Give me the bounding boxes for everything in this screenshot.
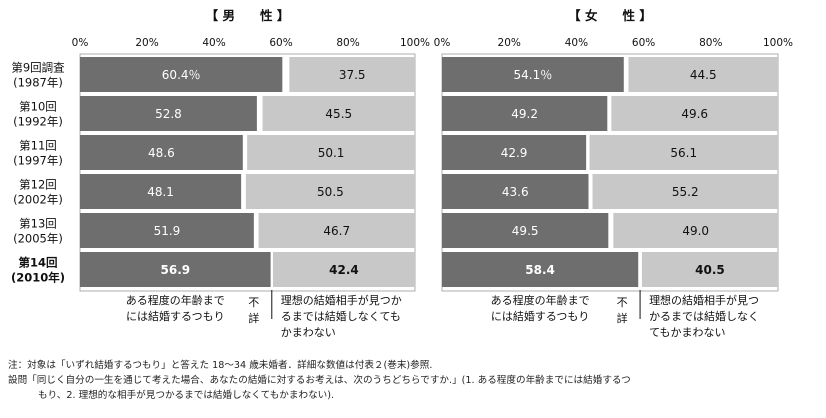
panel-title: 【 女 性 】 [568,8,652,23]
category-label: (2005年) [13,232,63,246]
bar-value-label-first: 42.9 [501,146,528,160]
bar-value-label-first: 52.8 [155,107,182,121]
x-tick-label: 20% [498,37,521,49]
bar-segment-second [641,252,778,287]
x-tick-label: 100% [400,37,430,49]
bar-value-label-first: 49.2 [511,107,538,121]
bar-segment-first [80,252,271,287]
legend-unknown-label: 不 [617,296,628,309]
legend-first-label: ある程度の年齢まで [491,293,590,307]
legend-unknown-label: 詳 [248,311,259,325]
bar-value-label-first: 58.4 [525,263,555,277]
bar-value-label-second: 40.5 [695,263,725,277]
chart-notes: 注：対象は「いずれ結婚するつもり」と答えた 18～34 歳未婚者．詳細な数値は付… [8,358,813,403]
bar-value-label-second: 56.1 [670,146,697,160]
bar-value-label-second: 50.5 [317,185,344,199]
x-tick-label: 40% [565,37,588,49]
bar-segment-second [613,213,778,248]
note-text: 注：対象は「いずれ結婚するつもり」と答えた 18～34 歳未婚者．詳細な数値は付… [8,360,433,371]
bar-segment-first [80,174,242,209]
category-label: 第10回 [19,100,57,114]
x-tick-label: 0% [72,37,89,49]
legend-second-label: かまわない [281,326,336,339]
bar-segment-first [442,57,624,92]
bar-value-label-second: 37.5 [339,68,366,82]
bar-segment-first [442,174,589,209]
legend-first-label: には結婚するつもり [126,309,225,323]
x-tick-label: 40% [202,37,225,49]
legend-second-label: かるまでは結婚しなく [649,309,759,323]
x-tick-label: 80% [336,37,359,49]
bar-segment-second [289,57,415,92]
legend-second-label: 理想の結婚相手が見つか [281,293,402,307]
bar-value-label-first: 49.5 [512,224,539,238]
bar-value-label-second: 49.6 [681,107,708,121]
bar-value-label-first: 51.9 [154,224,181,238]
category-label: 第11回 [19,139,57,153]
bar-segment-first [80,57,283,92]
bar-segment-first [80,135,243,170]
x-tick-label: 100% [763,37,793,49]
legend-unknown-label: 不 [248,296,259,309]
bar-value-label-second: 50.1 [318,146,345,160]
bar-segment-second [262,96,415,131]
bar-value-label-first: 48.1 [147,185,174,199]
bar-value-label-first: 43.6 [502,185,529,199]
bar-segment-second [258,213,415,248]
bar-segment-second [628,57,778,92]
plot-frame [79,53,416,292]
category-label-highlight: 第14回 [18,256,57,270]
bar-segment-second [245,174,415,209]
x-tick-label: 80% [699,37,722,49]
legend-first-label: ある程度の年齢まで [126,293,225,307]
bar-segment-second [247,135,415,170]
bar-value-label-second: 45.5 [325,107,352,121]
bar-value-label-second: 44.5 [690,68,717,82]
bar-value-label-first: 60.4％ [162,68,201,82]
plot-frame [441,53,779,292]
bar-value-label-first: 56.9 [161,263,191,277]
panel-title: 【 男 性 】 [206,8,290,23]
x-tick-label: 60% [632,37,655,49]
legend-second-label: 理想の結婚相手が見つ [649,293,759,307]
legend-second-label: てもかまわない [649,326,725,339]
category-label: (1992年) [13,115,63,129]
bar-segment-first [442,213,609,248]
bar-segment-second [272,252,415,287]
bar-segment-first [442,252,639,287]
bar-segment-first [80,213,254,248]
bar-segment-second [592,174,778,209]
category-label: (1997年) [13,154,63,168]
question-text-line2: もり、2. 理想的な相手が見つかるまでは結婚しなくてもかまわない). [38,390,335,401]
bar-segment-first [442,96,608,131]
category-label: (1987年) [13,76,63,90]
bar-segment-first [80,96,257,131]
legend-unknown-label: 詳 [617,311,628,325]
bar-value-label-second: 49.0 [682,224,709,238]
category-label: 第12回 [19,178,57,192]
x-tick-label: 20% [135,37,158,49]
bar-value-label-second: 42.4 [329,263,359,277]
bar-value-label-first: 54.1％ [514,68,553,82]
bar-value-label-second: 55.2 [672,185,699,199]
legend-second-label: るまでは結婚しなくても [281,309,401,323]
bar-value-label-second: 46.7 [323,224,350,238]
legend-first-label: には結婚するつもり [491,309,590,323]
category-label: 第9回調査 [11,61,65,75]
x-tick-label: 0% [434,37,451,49]
category-label: (2002年) [13,193,63,207]
bar-segment-second [611,96,778,131]
x-tick-label: 60% [269,37,292,49]
category-label: 第13回 [19,217,57,231]
bar-segment-second [589,135,778,170]
bar-segment-first [442,135,587,170]
bar-value-label-first: 48.6 [148,146,175,160]
category-label-highlight: (2010年) [11,271,65,285]
question-text-line1: 設問「同じく自分の一生を通じて考えた場合、あなたの結婚に対するお考えは、次のうち… [8,375,631,386]
